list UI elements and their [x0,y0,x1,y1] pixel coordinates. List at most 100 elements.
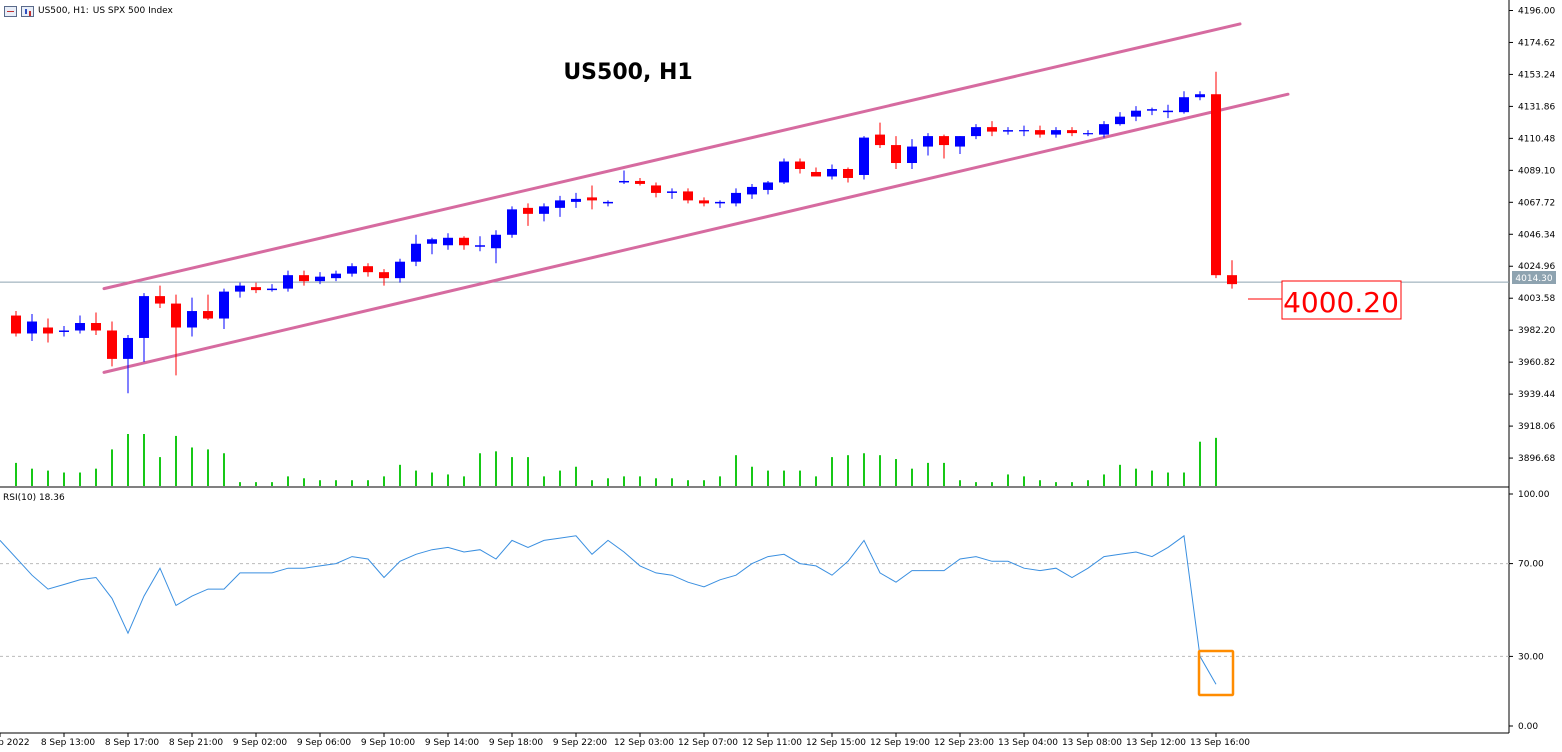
candle [91,312,101,335]
chart-window-icon [4,5,17,17]
candle-body [619,180,629,183]
candle [507,206,517,238]
oversold-highlight-box [1197,649,1235,697]
candle [731,188,741,207]
candle-body [395,261,405,279]
candle-body [331,273,341,279]
price-tick-label: 3939.44 [1518,390,1555,400]
symbol-description-label: US SPX 500 Index [92,6,173,16]
candle [1067,127,1077,137]
candle [1163,104,1173,119]
rsi-panel: 100.00 70.00 30.00 0.00 RSI(10) 18.36 [0,487,1550,733]
candle-body [859,137,869,175]
price-tick-label: 4024.96 [1518,262,1555,272]
candle [491,230,501,264]
candle [443,233,453,250]
candle [11,311,21,337]
candle-body [379,272,389,279]
candle [27,314,37,341]
candle [555,195,565,217]
candle-body [907,146,917,164]
candle-body [1179,97,1189,113]
candle [523,203,533,226]
candle-body [971,127,981,137]
candle [1195,91,1205,101]
time-tick-label: 8 Sep 17:00 [105,738,160,748]
candle [875,122,885,149]
candle [779,158,789,184]
candle [347,263,357,277]
chart-title: US500, H1 [563,60,692,85]
candle-body [795,161,805,169]
candle [603,200,613,207]
candle-body [555,200,565,208]
candle-body [523,207,533,214]
price-tick-label: 4067.72 [1518,198,1555,208]
price-annotation-box [1281,280,1402,320]
candle [987,121,997,137]
candle-body [11,315,21,334]
candle-body [747,186,757,195]
time-tick-label: 12 Sep 11:00 [742,738,802,748]
candle [171,294,181,376]
channel-lower-line [102,92,1290,374]
candle-body [171,303,181,328]
trend-channel [102,22,1290,374]
candle [907,139,917,169]
price-tick-label: 3982.20 [1518,326,1555,336]
candle-body [571,198,581,202]
candle-body [219,291,229,319]
candle-body [107,330,117,359]
candle-body [1195,94,1205,98]
candle [219,288,229,329]
candle [891,136,901,169]
candlestick-series [11,71,1237,394]
price-tick-label: 4196.00 [1518,6,1555,16]
candle-body [987,127,997,132]
time-tick-label: 12 Sep 07:00 [678,738,738,748]
candle [363,263,373,277]
current-price-tag-label: 4014.30 [1515,274,1552,284]
candle-body [475,245,485,247]
candle [955,136,965,155]
candle-body [411,243,421,262]
candle [923,133,933,156]
price-axis-labels: 4196.00 4174.62 4153.24 4131.86 4110.48 4089.… [1509,6,1555,464]
candle-body [427,239,437,244]
candle [1211,71,1221,279]
candle-body [507,209,517,235]
candle [1099,121,1109,138]
rsi-level-lines [0,563,1509,657]
price-tick-label: 4003.58 [1518,294,1555,304]
candle [299,270,309,286]
candle [43,318,53,343]
candle-body [1147,109,1157,111]
candle [827,164,837,180]
candle-body [667,191,677,193]
candle [1035,125,1045,138]
candle-body [347,266,357,274]
candle-body [843,168,853,178]
time-tick-label: 8 Sep 2022 [0,738,30,748]
chart-header: US500, H1: US SPX 500 Index [4,4,173,18]
time-tick-label: 9 Sep 18:00 [489,738,544,748]
time-tick-label: 9 Sep 22:00 [553,738,608,748]
time-tick-label: 12 Sep 03:00 [614,738,674,748]
rsi-tick-label: 0.00 [1518,722,1538,732]
price-tick-label: 4110.48 [1518,134,1555,144]
candle-body [123,337,133,359]
rsi-indicator-label: RSI(10) 18.36 [3,493,65,503]
candle-body [443,237,453,246]
candle-body [235,285,245,292]
candle-body [779,161,789,183]
candle [315,272,325,285]
candle [267,284,277,292]
candle [635,177,645,186]
candle [139,293,149,362]
price-tick-label: 4131.86 [1518,102,1555,112]
time-tick-label: 12 Sep 15:00 [806,738,866,748]
rsi-tick-label: 100.00 [1518,490,1550,500]
candle [1147,107,1157,116]
candle [1227,260,1237,289]
